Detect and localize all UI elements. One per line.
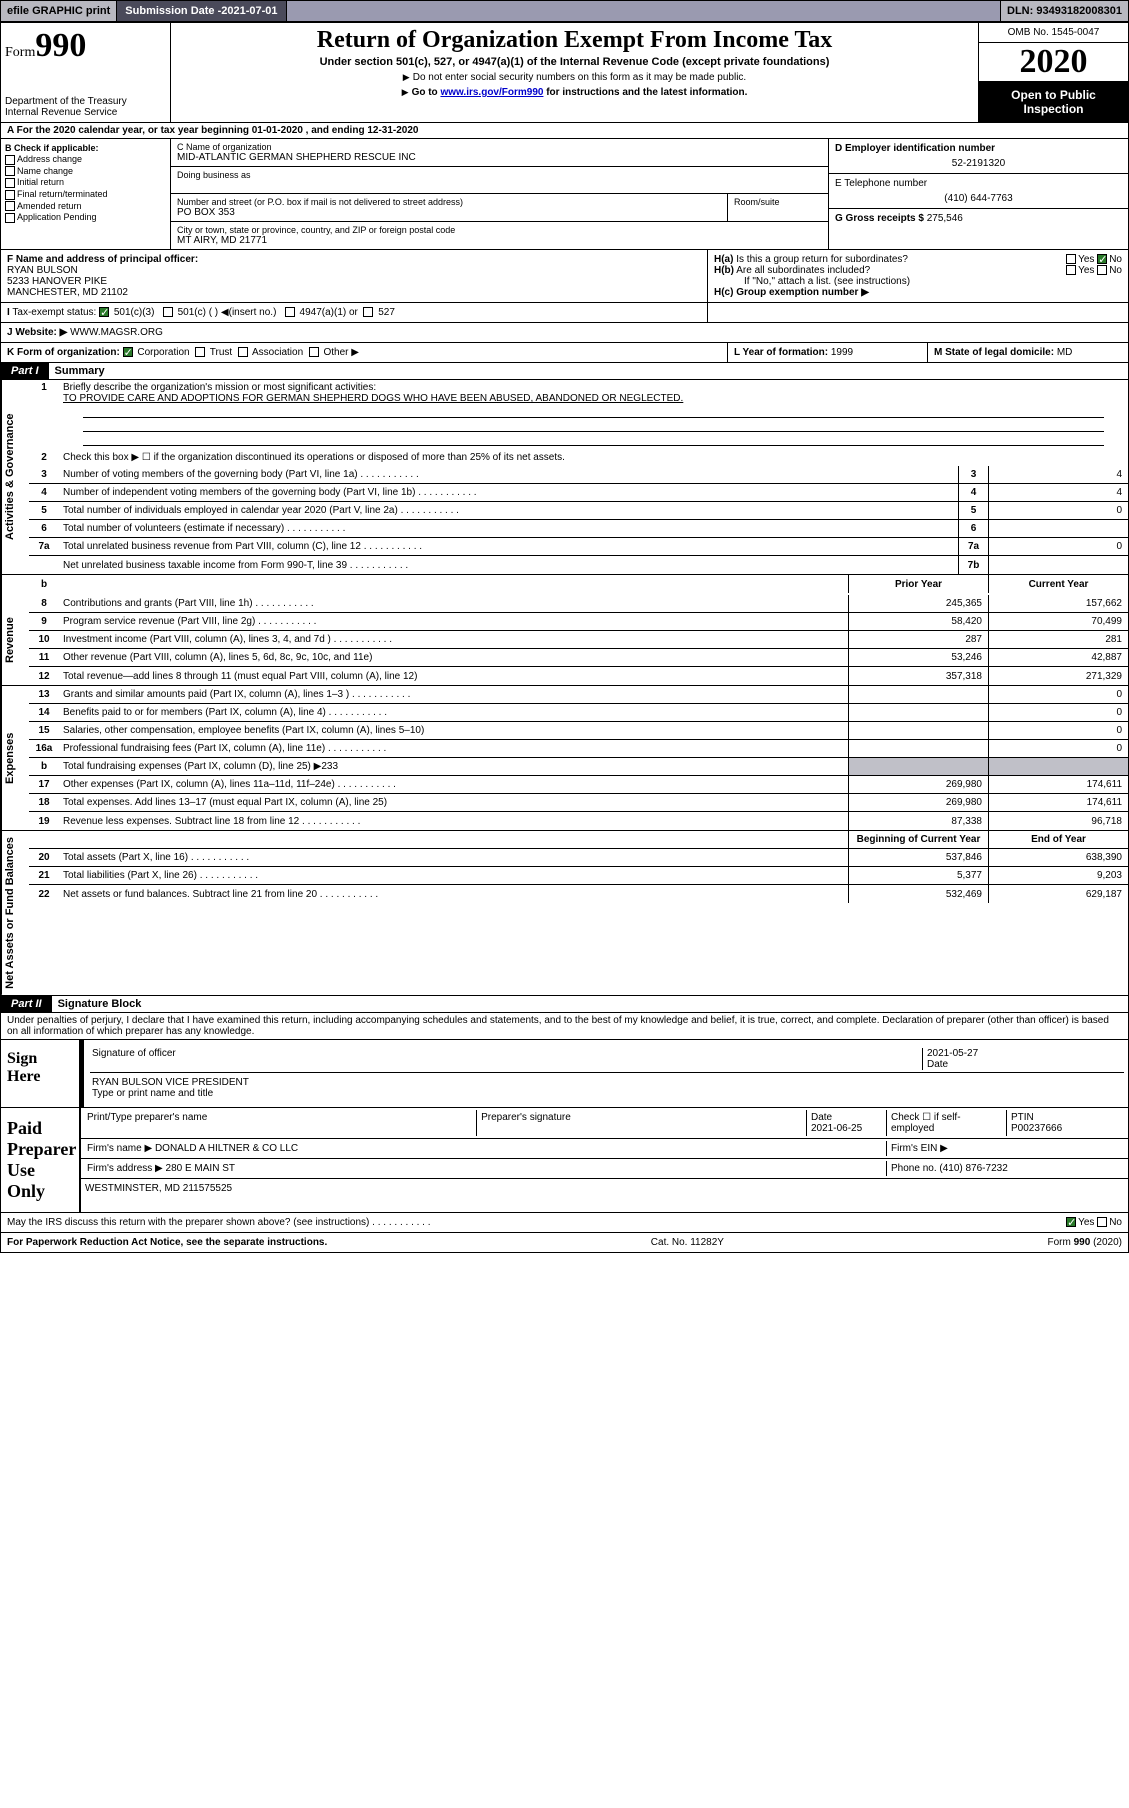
line3: Number of voting members of the governin…: [59, 467, 958, 482]
line20: Total assets (Part X, line 16): [59, 850, 848, 865]
form-id-box: Form990 Department of the Treasury Inter…: [1, 23, 171, 122]
city-row: City or town, state or province, country…: [171, 222, 828, 249]
dln: DLN: 93493182008301: [1001, 3, 1128, 19]
preparer-name-label: Print/Type preparer's name: [83, 1110, 476, 1136]
privacy-note: Do not enter social security numbers on …: [175, 72, 974, 83]
ein-row: D Employer identification number52-21913…: [829, 139, 1128, 174]
sign-date: 2021-05-27: [927, 1048, 1122, 1059]
topbar: efile GRAPHIC print Submission Date - 20…: [0, 0, 1129, 22]
penalty-statement: Under penalties of perjury, I declare th…: [1, 1013, 1128, 1040]
preparer-sig-label: Preparer's signature: [476, 1110, 806, 1136]
form990-link[interactable]: www.irs.gov/Form990: [440, 87, 543, 98]
section-h: H(a) Is this a group return for subordin…: [708, 250, 1128, 302]
firm-ein-label: Firm's EIN ▶: [886, 1141, 1126, 1156]
line8: Contributions and grants (Part VIII, lin…: [59, 596, 848, 611]
col-prior: Prior Year: [848, 575, 988, 593]
form-version: Form 990 (2020): [1048, 1237, 1122, 1248]
line19: Revenue less expenses. Subtract line 18 …: [59, 814, 848, 829]
discuss-row: May the IRS discuss this return with the…: [1, 1213, 1128, 1233]
principal-officer: F Name and address of principal officer:…: [1, 250, 708, 302]
line-a: A For the 2020 calendar year, or tax yea…: [1, 123, 1128, 139]
line11: Other revenue (Part VIII, column (A), li…: [59, 650, 848, 665]
line14: Benefits paid to or for members (Part IX…: [59, 705, 848, 720]
part1-header: Part I Summary: [1, 363, 1128, 380]
line1-mission: Briefly describe the organization's miss…: [59, 380, 1128, 448]
line15: Salaries, other compensation, employee b…: [59, 723, 848, 738]
org-name: MID-ATLANTIC GERMAN SHEPHERD RESCUE INC: [177, 152, 822, 163]
firm-name: DONALD A HILTNER & CO LLC: [155, 1143, 298, 1154]
year-formation: L Year of formation: 1999: [728, 343, 928, 362]
street-address: Number and street (or P.O. box if mail i…: [171, 194, 728, 221]
line5: Total number of individuals employed in …: [59, 503, 958, 518]
line10: Investment income (Part VIII, column (A)…: [59, 632, 848, 647]
vlabel-governance: Activities & Governance: [1, 380, 29, 574]
part2-header: Part II Signature Block: [1, 996, 1128, 1013]
officer-sig-label: Signature of officer: [92, 1048, 922, 1070]
self-employed-check: Check ☐ if self-employed: [886, 1110, 1006, 1136]
line17: Other expenses (Part IX, column (A), lin…: [59, 777, 848, 792]
col-beginning: Beginning of Current Year: [848, 831, 988, 848]
vlabel-revenue: Revenue: [1, 595, 29, 685]
line7a: Total unrelated business revenue from Pa…: [59, 539, 958, 554]
efile-label: efile GRAPHIC print: [1, 1, 117, 21]
line6: Total number of volunteers (estimate if …: [59, 521, 958, 536]
org-name-row: C Name of organization MID-ATLANTIC GERM…: [171, 139, 828, 167]
pra-notice: For Paperwork Reduction Act Notice, see …: [7, 1237, 327, 1248]
form-of-org: K Form of organization: Corporation Trus…: [1, 343, 728, 362]
firm-phone: (410) 876-7232: [939, 1163, 1007, 1174]
tax-exempt-status: I Tax-exempt status: 501(c)(3) 501(c) ( …: [1, 303, 708, 322]
line18: Total expenses. Add lines 13–17 (must eq…: [59, 795, 848, 810]
paid-preparer-label: Paid Preparer Use Only: [1, 1108, 81, 1212]
treasury-label: Department of the Treasury Internal Reve…: [5, 96, 127, 118]
dba-row: Doing business as: [171, 167, 828, 194]
sign-here-label: Sign Here: [1, 1040, 81, 1107]
gross-receipts-row: G Gross receipts $ 275,546: [829, 209, 1128, 228]
inspection-label: Open to Public Inspection: [979, 82, 1128, 122]
line2: Check this box ▶ ☐ if the organization d…: [59, 450, 1128, 465]
phone-row: E Telephone number(410) 644-7763: [829, 174, 1128, 209]
section-b-checkboxes: B Check if applicable: Address change Na…: [1, 139, 171, 249]
line16a: Professional fundraising fees (Part IX, …: [59, 741, 848, 756]
form-subtitle: Under section 501(c), 527, or 4947(a)(1)…: [175, 56, 974, 68]
instructions-note: Go to www.irs.gov/Form990 for instructio…: [175, 87, 974, 98]
form-990: Form990 Department of the Treasury Inter…: [0, 22, 1129, 1253]
line9: Program service revenue (Part VIII, line…: [59, 614, 848, 629]
website-row: J Website: ▶ WWW.MAGSR.ORG: [1, 323, 1128, 342]
officer-name: RYAN BULSON VICE PRESIDENT: [92, 1077, 1122, 1088]
tax-year: 2020: [979, 43, 1128, 82]
vlabel-netassets: Net Assets or Fund Balances: [1, 831, 29, 995]
line21: Total liabilities (Part X, line 26): [59, 868, 848, 883]
firm-address2: WESTMINSTER, MD 211575525: [81, 1179, 1128, 1198]
col-end: End of Year: [988, 831, 1128, 848]
line22: Net assets or fund balances. Subtract li…: [59, 887, 848, 902]
line16b: Total fundraising expenses (Part IX, col…: [59, 759, 848, 774]
col-current: Current Year: [988, 575, 1128, 593]
line4: Number of independent voting members of …: [59, 485, 958, 500]
state-domicile: M State of legal domicile: MD: [928, 343, 1128, 362]
line12: Total revenue—add lines 8 through 11 (mu…: [59, 669, 848, 684]
vlabel-expenses: Expenses: [1, 686, 29, 830]
cat-number: Cat. No. 11282Y: [651, 1237, 724, 1248]
omb-number: OMB No. 1545-0047: [979, 23, 1128, 43]
firm-address: 280 E MAIN ST: [166, 1163, 235, 1174]
form-title: Return of Organization Exempt From Incom…: [175, 27, 974, 54]
line13: Grants and similar amounts paid (Part IX…: [59, 687, 848, 702]
ptin-value: P00237666: [1011, 1123, 1062, 1134]
submission-date: Submission Date - 2021-07-01: [117, 1, 286, 21]
line7b: Net unrelated business taxable income fr…: [59, 558, 958, 573]
room-suite: Room/suite: [728, 194, 828, 221]
